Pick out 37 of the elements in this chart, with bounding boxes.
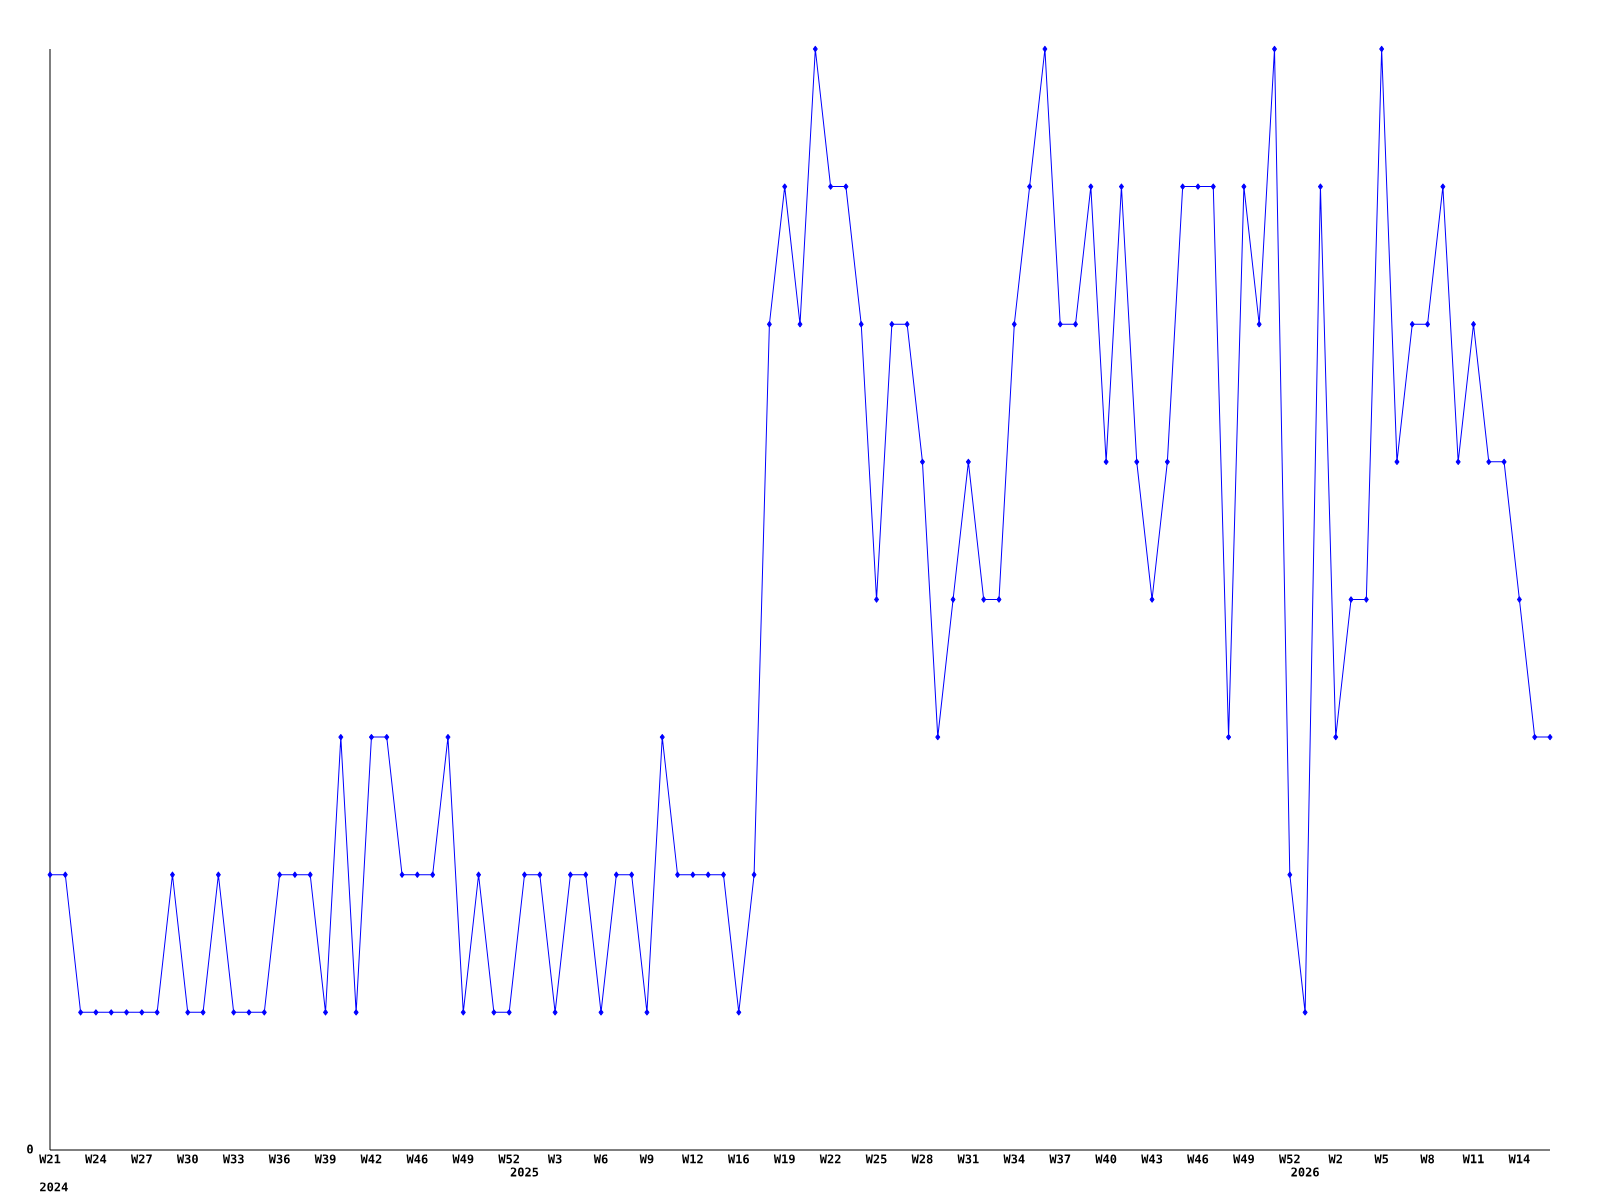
x-tick-label: W25 [865, 1154, 887, 1164]
x-tick-label: W34 [1003, 1154, 1025, 1164]
x-tick-label: W49 [452, 1154, 474, 1164]
x-tick-label: W31 [957, 1154, 979, 1164]
x-tick-label: W5 [1374, 1154, 1389, 1164]
x-tick-label: W33 [222, 1154, 244, 1164]
x-tick-label: W12 [682, 1154, 703, 1164]
x-tick-label: W11 [1462, 1154, 1484, 1164]
x-tick-label: W14 [1508, 1154, 1530, 1164]
x-tick-label: W52 [1278, 1154, 1300, 1164]
x-tick-label: W6 [593, 1154, 608, 1164]
x-tick-label: W30 [176, 1154, 198, 1164]
x-tick-label: W52 [498, 1154, 520, 1164]
x-tick-label: W49 [1233, 1154, 1254, 1164]
x-tick-label: W46 [406, 1154, 428, 1164]
x-tick-label: 2026 [1291, 1167, 1319, 1177]
x-tick-label: 2025 [510, 1167, 539, 1177]
x-tick-label: W8 [1420, 1154, 1435, 1164]
text: 2024 [40, 1182, 68, 1192]
x-tick-label: W22 [819, 1154, 841, 1164]
x-tick-label: W27 [131, 1154, 152, 1164]
x-tick-label: W16 [727, 1154, 749, 1164]
x-tick-label: W43 [1141, 1154, 1163, 1164]
x-tick-label: W36 [268, 1154, 290, 1164]
x-tick-label: W37 [1049, 1154, 1071, 1164]
x-tick-label: W42 [360, 1154, 382, 1164]
x-tick-label: W39 [314, 1154, 336, 1164]
x-tick-label: W2 [1328, 1154, 1342, 1164]
x-tick-label: W24 [85, 1154, 107, 1164]
x-tick-label: W19 [773, 1154, 795, 1164]
x-tick-label: W21 [39, 1154, 61, 1164]
x-tick-label: W9 [639, 1154, 654, 1164]
x-tick-label: W28 [911, 1154, 933, 1164]
x-tick-label: W40 [1095, 1154, 1117, 1164]
x-tick-label: W3 [547, 1154, 562, 1164]
x-tick-label: W46 [1187, 1154, 1209, 1164]
text: 0 [27, 1144, 33, 1154]
